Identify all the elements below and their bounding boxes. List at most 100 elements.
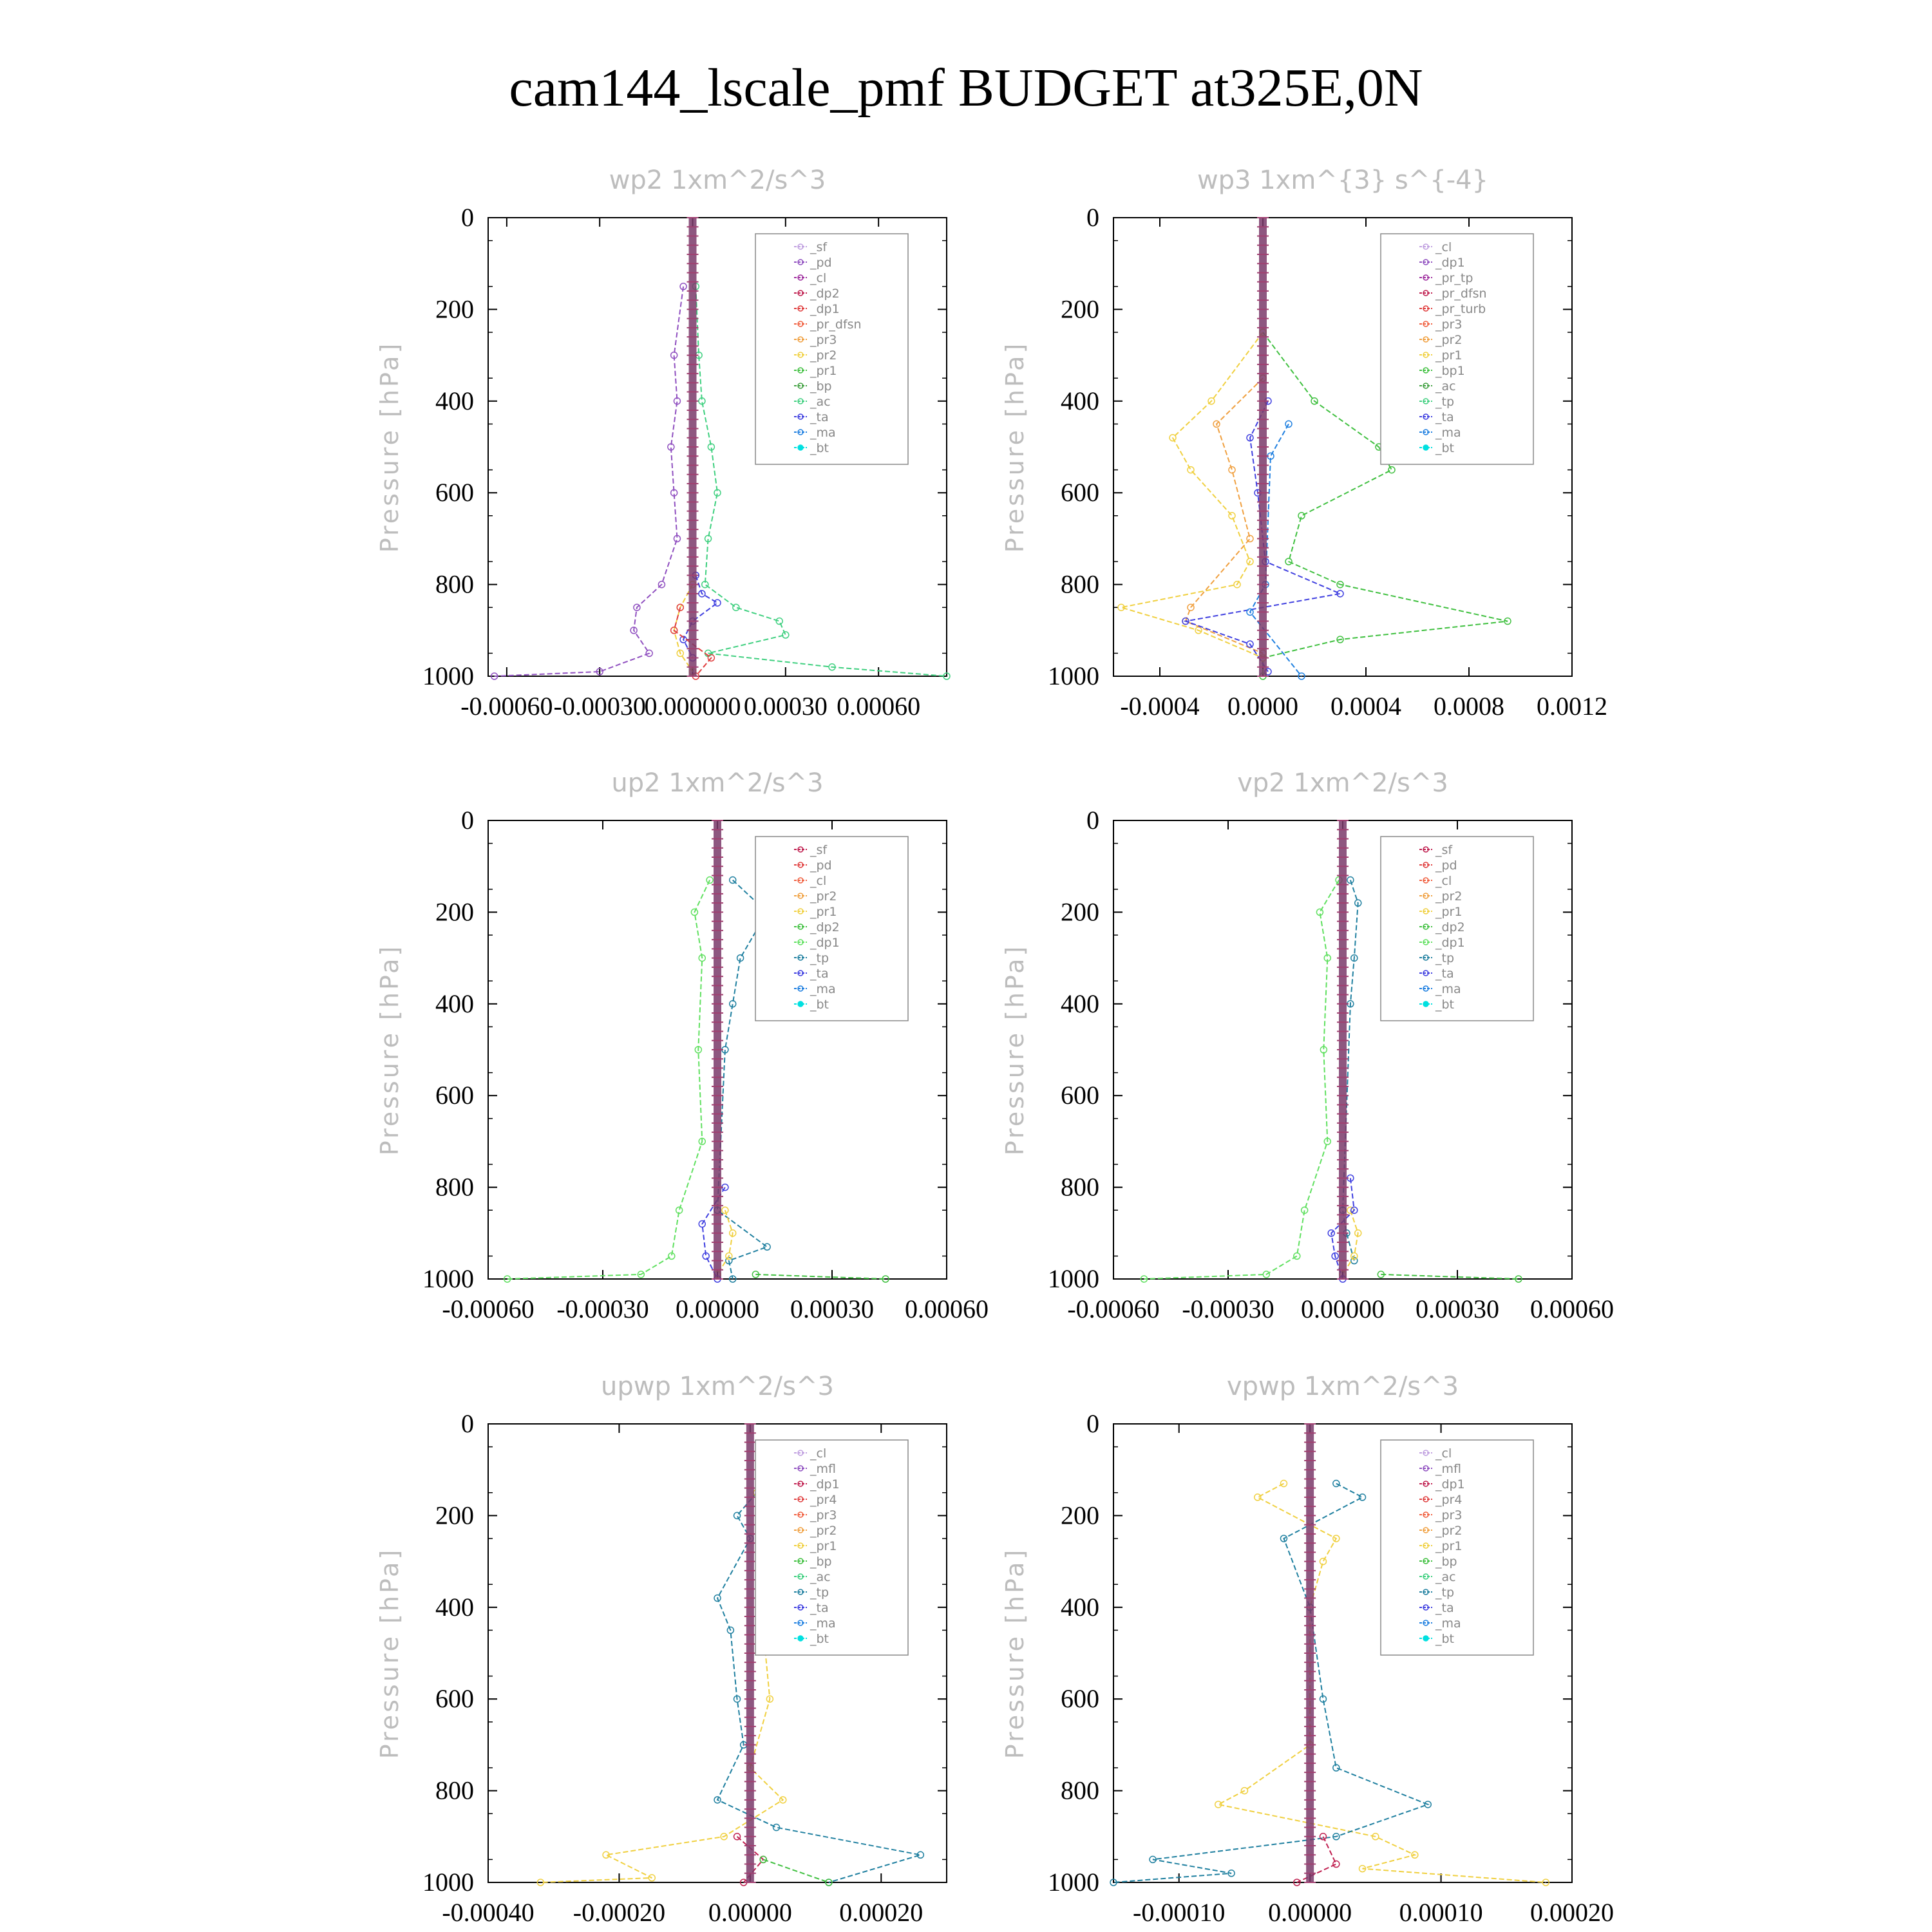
legend-label: _cl [1435, 240, 1452, 254]
legend-label: _tp [1435, 951, 1454, 965]
series-line-ma [1249, 423, 1302, 677]
legend-label: _bt [1435, 998, 1454, 1012]
data-point [670, 627, 678, 634]
data-point [1187, 603, 1195, 611]
legend-marker [1423, 398, 1429, 404]
legend-marker [797, 290, 804, 296]
data-point [714, 599, 721, 607]
legend-marker [1423, 954, 1429, 961]
series-line-pr2 [1184, 377, 1264, 654]
data-point [779, 1796, 787, 1804]
x-tick-label: -0.00020 [573, 1898, 665, 1927]
legend-marker [1423, 1558, 1429, 1564]
x-tick-label: 0.00030 [790, 1294, 874, 1323]
y-axis-label: Pressure [hPa] [375, 944, 404, 1156]
legend-box [755, 233, 909, 465]
series-line-ta [682, 575, 719, 658]
data-point [670, 489, 678, 497]
legend-label: _ma [810, 982, 836, 996]
y-tick-label: 800 [435, 1173, 474, 1202]
legend-marker [1423, 305, 1429, 312]
data-point [1377, 1271, 1385, 1278]
x-tick-label: 0.00000 [708, 1898, 792, 1927]
data-point [943, 672, 951, 680]
data-point [766, 1695, 774, 1703]
legend-marker [797, 1465, 804, 1472]
legend-label: _ac [1435, 1570, 1456, 1584]
data-point [1246, 640, 1254, 648]
panel-title: wp3 1xm^{3} s^{-4} [1197, 166, 1488, 195]
panel-6: vpwp 1xm^2/s^3 Pressure [hPa] 0 200 400 600 80… [1001, 1372, 1614, 1927]
y-tick-label: 1000 [422, 1264, 474, 1293]
data-point [732, 603, 740, 611]
legend-marker [797, 1496, 804, 1502]
data-point [1327, 1229, 1335, 1237]
legend-marker [1423, 877, 1429, 884]
legend-label: _bt [1435, 1632, 1454, 1646]
series-line-dp1 [1296, 1836, 1338, 1883]
legend-marker [1423, 259, 1429, 265]
data-point [728, 1000, 737, 1008]
legend-label: _pr2 [810, 889, 837, 904]
plot-frame [1113, 217, 1573, 677]
data-point [1228, 512, 1236, 520]
data-point [1311, 397, 1318, 405]
legend-marker [1423, 1542, 1429, 1549]
y-tick-label: 600 [1061, 478, 1099, 507]
legend-marker [797, 985, 804, 992]
legend-label: _dp1 [810, 1477, 840, 1492]
legend-marker [797, 259, 804, 265]
legend-label: _ta [810, 410, 829, 424]
data-point [648, 1874, 656, 1882]
legend-marker [797, 908, 804, 914]
data-point [1350, 1252, 1358, 1260]
legend-label: _pr1 [1435, 348, 1462, 363]
y-tick-label: 1000 [1048, 1868, 1099, 1897]
data-point [763, 1243, 771, 1251]
data-point [1424, 1801, 1432, 1808]
data-point [675, 1206, 683, 1214]
data-point [1332, 1833, 1340, 1841]
data-point [916, 1851, 925, 1859]
legend-box [755, 1439, 909, 1656]
y-tick-label: 400 [1061, 1593, 1099, 1622]
x-tick-label: 0.00030 [744, 692, 828, 721]
data-point [1246, 535, 1254, 543]
legend-label: _ta [810, 967, 829, 981]
panel-title: vpwp 1xm^2/s^3 [1227, 1372, 1459, 1401]
legend-marker [797, 274, 804, 281]
series-line-pr1 [1342, 1209, 1359, 1275]
plot-frame [1113, 1423, 1573, 1883]
data-point [1246, 608, 1254, 616]
data-point [1320, 1046, 1328, 1054]
legend-label: _pr2 [810, 348, 837, 363]
data-point [759, 1855, 767, 1864]
y-tick-label: 200 [435, 897, 474, 926]
panel-title: up2 1xm^2/s^3 [611, 768, 823, 798]
x-tick-label: 0.0000 [1227, 692, 1298, 721]
legend-label: _ta [1435, 1601, 1454, 1615]
y-tick-label: 200 [1061, 294, 1099, 323]
legend-marker [1423, 846, 1429, 853]
y-tick-label: 800 [435, 570, 474, 599]
y-axis-label: Pressure [hPa] [1001, 1548, 1029, 1759]
series-line-pd [494, 286, 685, 677]
legend-label: _bp [810, 379, 832, 393]
y-tick-label: 600 [1061, 1684, 1099, 1713]
series-line-dp2 [1381, 1273, 1519, 1280]
legend-marker [1423, 1481, 1429, 1487]
data-point [658, 580, 666, 589]
legend-marker [1423, 1620, 1429, 1626]
legend-label: _ma [1435, 1616, 1461, 1631]
legend-marker [797, 243, 804, 250]
legend-marker [797, 862, 804, 868]
data-point [1117, 603, 1125, 611]
x-tick-label: 0.0004 [1331, 692, 1401, 721]
legend-label: _sf [810, 240, 828, 254]
legend-label: _pr_tp [1435, 271, 1473, 285]
y-tick-label: 0 [1086, 806, 1099, 835]
legend-marker [1423, 1604, 1429, 1611]
data-point [1372, 1833, 1379, 1841]
legend-marker [1423, 1465, 1429, 1472]
data-point [1214, 1801, 1222, 1808]
